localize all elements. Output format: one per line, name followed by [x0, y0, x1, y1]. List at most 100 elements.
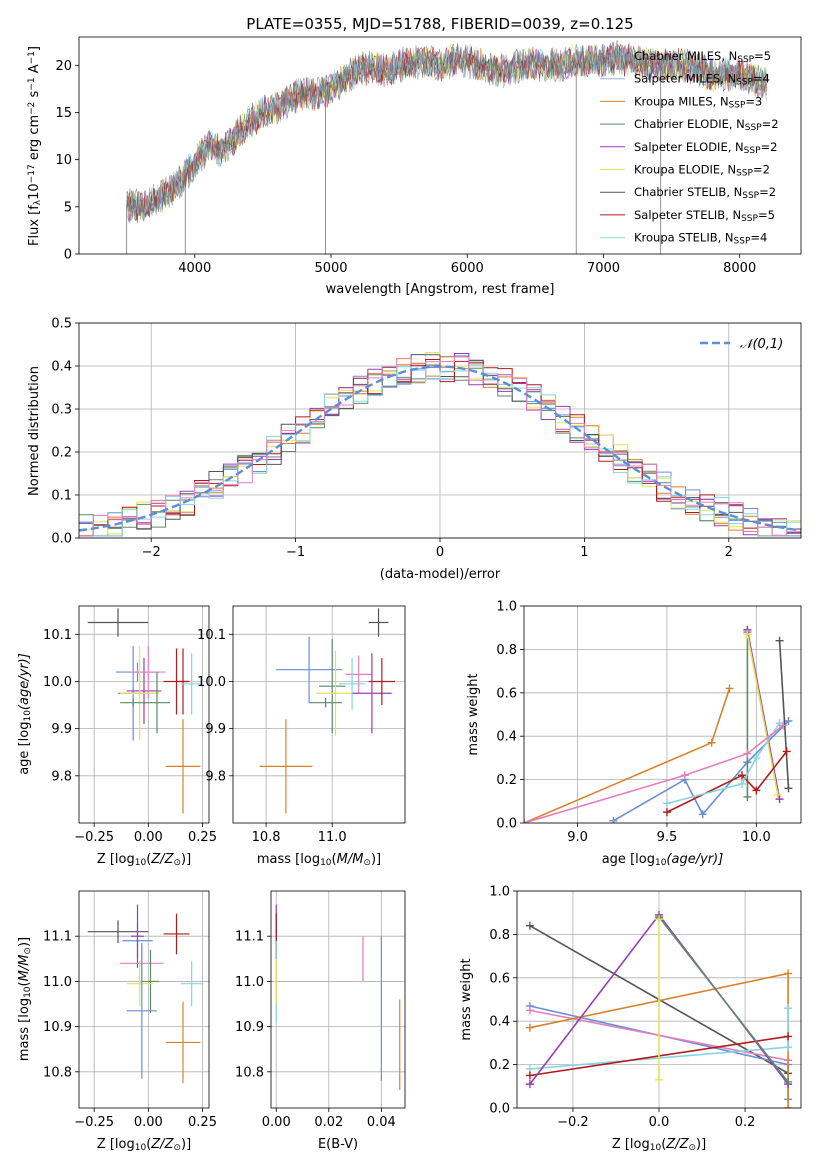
x-tick-label: 0.04: [367, 1115, 396, 1130]
y-axis-label-part: )]: [17, 937, 32, 947]
error-bar: [338, 657, 366, 710]
weight-marker: [525, 1071, 534, 1080]
plot-content: [87, 608, 203, 814]
y-axis-label-part: −1: [27, 51, 37, 64]
weight-marker: [784, 969, 793, 978]
axes-frame: [270, 890, 406, 1109]
y-axis-label: age [log10(age/yr)]: [17, 653, 33, 775]
y-tick-label: 0.0: [51, 532, 72, 547]
legend-label-part: Kroupa STELIB, N: [634, 231, 734, 245]
weight-marker: [662, 799, 671, 808]
y-tick-label: 1.0: [489, 885, 510, 900]
axes-frame: [78, 890, 210, 1109]
legend-label-part: SSP: [729, 101, 746, 111]
legend-label-part: =2: [759, 185, 776, 199]
x-axis-label-part: Z/Z: [150, 1137, 174, 1152]
x-tick-label: 9.5: [657, 830, 678, 845]
weight-line: [746, 634, 779, 795]
y-tick-label: 0.0: [496, 817, 517, 832]
error-bar: [165, 719, 201, 814]
y-axis-label-part: 10: [23, 710, 33, 722]
x-axis-label-part: )]: [371, 852, 381, 867]
weight-line: [666, 722, 781, 805]
y-axis-label: Flux [fλ10−17 erg cm−2 s−1 A−1]: [27, 46, 43, 246]
weight-marker: [743, 749, 752, 758]
error-bar: [319, 639, 346, 734]
x-axis-label-part: 10: [655, 858, 667, 868]
weight-line: [778, 640, 790, 789]
weight-marker: [662, 808, 671, 817]
axes-frame: [523, 605, 802, 824]
x-axis-label-part: 10: [135, 858, 147, 868]
legend-label: Salpeter STELIB, NSSP=5: [634, 208, 775, 224]
legend-label: Salpeter MILES, NSSP=4: [634, 72, 770, 88]
y-axis-label-part: −17: [27, 164, 37, 183]
y-axis-label-part: −1: [27, 77, 37, 90]
y-tick-label: 10.0: [197, 675, 226, 690]
y-axis-label-part: Flux [f: [27, 205, 42, 246]
x-axis-label-part: Z/Z: [150, 852, 174, 867]
weight-series: [524, 721, 788, 823]
x-tick-label: 0: [436, 545, 444, 560]
panel-age_vs_mass: 10.8 11.0 9.8 9.9 10.0 10.1 mass [log10(M/M⊙)]: [197, 605, 406, 868]
weight-line: [746, 629, 781, 800]
legend-label: Chabrier MILES, NSSP=5: [634, 49, 771, 65]
legend-label: 𝒩(0,1): [740, 337, 783, 352]
panel-mass_vs_ebv: 0.00 0.02 0.04 10.8 10.9 11.0 11.1 E(B-V): [235, 890, 406, 1152]
weight-marker: [784, 717, 793, 726]
y-tick-label: 1.0: [496, 600, 517, 615]
x-tick-label: 6000: [451, 261, 484, 276]
y-tick-label: 9.9: [205, 722, 226, 737]
plot-content: [126, 40, 767, 254]
axes-frame: [78, 36, 802, 255]
x-tick-label: −0.25: [74, 830, 114, 845]
x-axis-label-part: (: [332, 852, 337, 867]
error-bar: [126, 961, 153, 1007]
error-bar: [87, 608, 149, 637]
x-axis-label-part: )]: [181, 1137, 191, 1152]
y-axis-label-part: −2: [27, 102, 37, 115]
y-tick-label: 10.1: [197, 628, 226, 643]
spectrum-line: [126, 42, 767, 219]
error-bar: [180, 961, 203, 1007]
y-tick-label: 0.4: [489, 1015, 510, 1030]
spectrum-line: [126, 41, 767, 222]
weight-series: [609, 717, 793, 823]
weight-line: [524, 724, 784, 823]
weight-series: [743, 625, 784, 804]
x-axis-label-part: (: [146, 1137, 151, 1152]
plot-content: [259, 608, 396, 814]
x-axis-label-part: 10: [320, 858, 332, 868]
y-tick-label: 11.0: [43, 975, 72, 990]
y-tick-label: 10.1: [43, 628, 72, 643]
legend-label-part: Salpeter ELODIE, N: [634, 140, 744, 154]
x-axis-label-part: ⊙: [363, 858, 371, 868]
weight-marker: [698, 810, 707, 819]
weight-series: [775, 636, 793, 793]
weight-marker: [752, 786, 761, 795]
error-bar: [126, 657, 162, 724]
legend-label-part: SSP: [742, 191, 759, 201]
y-axis-label-part: 10: [27, 183, 42, 200]
y-axis-label-part: s: [27, 90, 42, 101]
error-bar: [131, 646, 166, 698]
x-tick-label: 0.25: [188, 830, 217, 845]
legend-label-part: SSP: [736, 78, 753, 88]
weight-marker: [784, 1004, 793, 1013]
weight-marker: [752, 753, 761, 762]
x-axis-label: wavelength [Angstrom, rest frame]: [326, 282, 555, 297]
y-tick-label: 20: [55, 59, 72, 74]
histogram-step: [79, 356, 801, 537]
error-bar: [131, 904, 144, 968]
weight-marker: [655, 1075, 663, 1084]
axes-frame: [516, 890, 802, 1109]
x-tick-label: 10.8: [252, 830, 281, 845]
y-axis-label-part: A: [27, 64, 42, 77]
x-axis-label-part: Z [log: [97, 852, 135, 867]
x-tick-label: 0.02: [314, 1115, 343, 1130]
legend-label: Kroupa ELODIE, NSSP=2: [634, 163, 770, 179]
y-axis-label-part: (age/yr)]: [17, 653, 32, 710]
legend-label: Kroupa STELIB, NSSP=4: [634, 231, 767, 247]
y-tick-label: 0.4: [496, 730, 517, 745]
